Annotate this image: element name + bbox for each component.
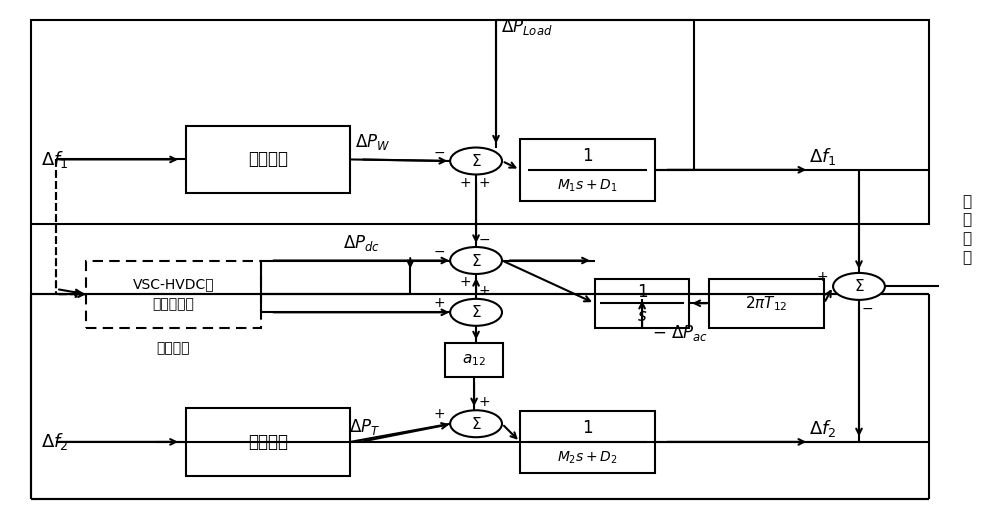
Text: $\Delta P_{Load}$: $\Delta P_{Load}$ [501, 17, 553, 37]
Text: $+$: $+$ [478, 176, 490, 190]
Text: 1: 1 [582, 419, 593, 437]
Text: $\Sigma$: $\Sigma$ [471, 253, 481, 268]
Circle shape [450, 410, 502, 437]
Text: $+$: $+$ [816, 270, 828, 284]
Text: 风电机组: 风电机组 [248, 151, 288, 168]
Text: $M_2s+D_2$: $M_2s+D_2$ [557, 449, 618, 466]
Circle shape [450, 299, 502, 326]
Text: 1: 1 [637, 283, 647, 302]
Circle shape [450, 147, 502, 175]
Text: $2\pi T_{12}$: $2\pi T_{12}$ [745, 294, 788, 313]
Text: $+$: $+$ [478, 395, 490, 409]
Text: $+$: $+$ [459, 176, 471, 190]
Circle shape [833, 273, 885, 300]
Text: VSC-HVDC频
率附加控制: VSC-HVDC频 率附加控制 [133, 278, 214, 311]
Text: 路
线
流
交: 路 线 流 交 [962, 194, 971, 265]
Text: $+$: $+$ [433, 296, 445, 309]
Text: $\Delta f_1$: $\Delta f_1$ [41, 149, 69, 170]
Text: 直流线路: 直流线路 [157, 342, 190, 356]
Text: $\Delta f_1$: $\Delta f_1$ [809, 146, 837, 167]
Text: $M_1s+D_1$: $M_1s+D_1$ [557, 177, 618, 194]
Text: $+$: $+$ [478, 284, 490, 298]
Text: $\Delta P_T$: $\Delta P_T$ [349, 417, 380, 437]
Text: $\Delta P_{dc}$: $\Delta P_{dc}$ [343, 233, 380, 253]
Text: $-$: $-$ [478, 232, 490, 246]
Text: $+$: $+$ [433, 407, 445, 421]
Text: $\Sigma$: $\Sigma$ [471, 153, 481, 169]
Text: $a_{12}$: $a_{12}$ [462, 352, 486, 368]
Text: $-$: $-$ [861, 301, 873, 315]
Text: $s$: $s$ [637, 306, 647, 325]
Text: $-\ \Delta P_{ac}$: $-\ \Delta P_{ac}$ [652, 322, 708, 343]
Text: $\Delta f_2$: $\Delta f_2$ [809, 418, 837, 439]
Text: $-$: $-$ [433, 144, 445, 158]
Text: $\Delta P_W$: $\Delta P_W$ [355, 132, 390, 152]
Text: $-$: $-$ [433, 244, 445, 258]
Text: $\Sigma$: $\Sigma$ [471, 304, 481, 320]
Text: $\Sigma$: $\Sigma$ [471, 416, 481, 432]
Text: $\Sigma$: $\Sigma$ [854, 278, 864, 294]
Text: $+$: $+$ [459, 275, 471, 289]
Circle shape [450, 247, 502, 274]
Text: $\Delta f_2$: $\Delta f_2$ [41, 431, 69, 452]
Text: 1: 1 [582, 147, 593, 165]
Text: 火电机组: 火电机组 [248, 433, 288, 451]
